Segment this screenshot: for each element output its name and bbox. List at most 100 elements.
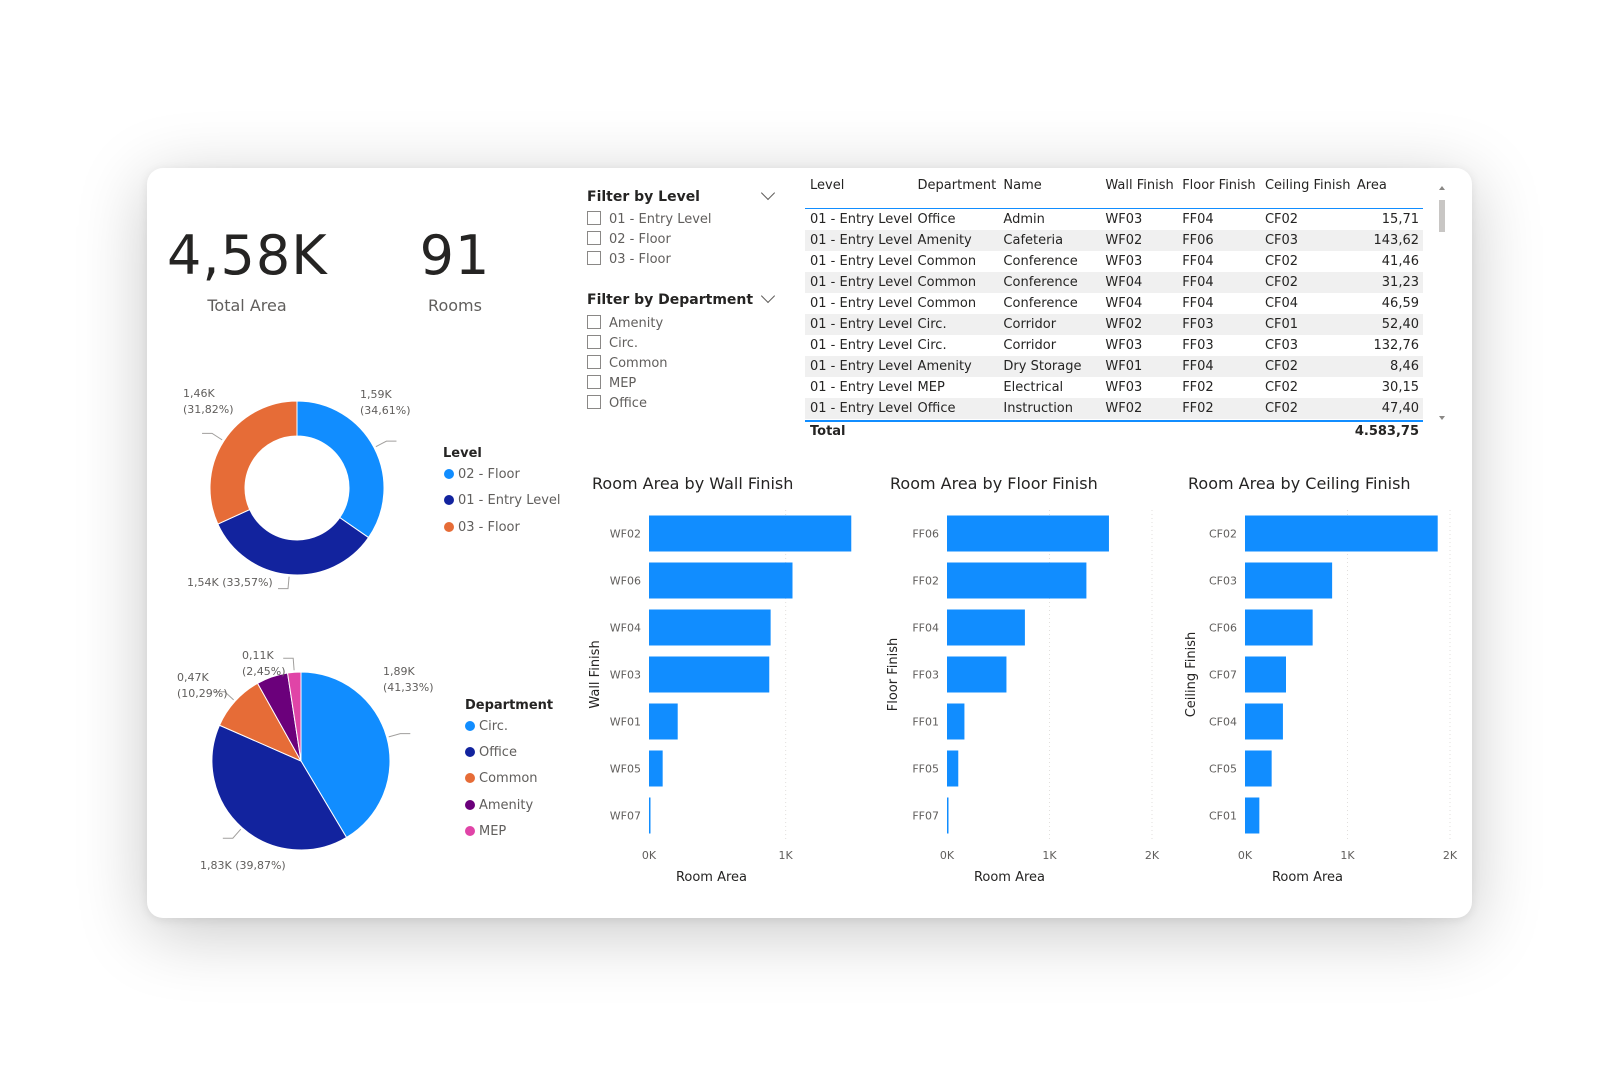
table-scrollbar[interactable]	[1437, 178, 1447, 430]
department-option[interactable]: MEP	[587, 375, 636, 393]
ceiling-finish-bar-chart[interactable]: 0K 1K 2K CF02 CF03 CF06 CF07 CF04 CF05 CF01 Room A…	[1183, 498, 1468, 908]
leader-line	[202, 432, 223, 441]
legend-item[interactable]: Office	[465, 745, 517, 760]
table-row[interactable]: 01 - Entry Level Circ. Corridor WF02 FF03 CF0…	[805, 314, 1423, 335]
bar	[1245, 750, 1272, 787]
column-header[interactable]: Floor Finish	[1182, 178, 1256, 193]
legend-item[interactable]: 03 - Floor	[444, 520, 520, 535]
x-axis-title: Room Area	[676, 870, 747, 885]
department-option[interactable]: Circ.	[587, 335, 638, 353]
leader-line	[375, 440, 397, 448]
wall-finish-chart-title: Room Area by Wall Finish	[592, 474, 794, 493]
column-header[interactable]: Name	[1003, 178, 1042, 193]
legend-marker	[465, 721, 475, 731]
department-option[interactable]: Amenity	[587, 315, 663, 333]
y-axis-title: Floor Finish	[886, 638, 901, 711]
checkbox[interactable]	[587, 375, 601, 389]
y-tick-label: FF06	[912, 528, 939, 541]
x-tick-label: 0K	[1238, 849, 1253, 862]
y-tick-label: CF02	[1209, 528, 1237, 541]
legend-marker	[465, 826, 475, 836]
bar	[1245, 515, 1438, 552]
legend-item[interactable]: Circ.	[465, 719, 508, 734]
scroll-up-arrow-icon	[1439, 186, 1445, 190]
pie-slice	[217, 508, 370, 576]
legend-item[interactable]: 01 - Entry Level	[444, 493, 561, 508]
leader-line	[278, 576, 290, 590]
table-row[interactable]: 01 - Entry Level Amenity Cafeteria WF02 FF06…	[805, 230, 1423, 251]
column-header[interactable]: Ceiling Finish	[1264, 178, 1351, 193]
bar	[1245, 562, 1333, 599]
table-row[interactable]: 01 - Entry Level Common Conference WF03 FF04…	[810, 254, 1419, 269]
y-axis-title: Wall Finish	[588, 640, 603, 708]
bar	[649, 656, 770, 693]
legend-item[interactable]: Common	[465, 771, 538, 786]
data-label: (41,33%)	[383, 681, 434, 694]
checkbox[interactable]	[587, 211, 601, 225]
department-option[interactable]: Office	[587, 395, 647, 413]
table-total-label: Total	[810, 424, 846, 439]
legend-item[interactable]: MEP	[465, 824, 506, 839]
checkbox[interactable]	[587, 231, 601, 245]
y-tick-label: WF01	[610, 716, 641, 729]
scrollbar-track	[1439, 186, 1445, 420]
bar	[649, 515, 852, 552]
y-tick-label: FF04	[912, 622, 939, 635]
level-option[interactable]: 02 - Floor	[587, 231, 671, 249]
y-axis-title: Ceiling Finish	[1184, 632, 1199, 718]
checkbox[interactable]	[587, 251, 601, 265]
legend-item[interactable]: Amenity	[465, 798, 533, 813]
table-row[interactable]: 01 - Entry Level Common Conference WF04 FF04…	[805, 272, 1423, 293]
bar	[947, 515, 1109, 552]
leader-line	[214, 691, 234, 701]
department-pie-chart[interactable]: 1,89K (41,33%) 1,83K (39,87%) 0,47K (10,29%)…	[147, 646, 447, 886]
level-donut-chart[interactable]: 1,59K (34,61%) 1,54K (33,57%) 1,46K (31,82%)	[147, 373, 437, 613]
chevron-down-icon[interactable]	[760, 288, 776, 304]
data-label: 0,11K	[242, 649, 274, 662]
pie-slice	[296, 400, 385, 539]
leader-line	[388, 733, 411, 738]
checkbox[interactable]	[587, 315, 601, 329]
level-option[interactable]: 01 - Entry Level	[587, 211, 712, 229]
x-tick-label: 1K	[1042, 849, 1057, 862]
rooms-value: 91	[419, 224, 491, 287]
table-total-divider	[805, 420, 1423, 422]
legend-item[interactable]: 02 - Floor	[444, 467, 520, 482]
bar	[1245, 656, 1286, 693]
y-tick-label: FF01	[912, 716, 939, 729]
checkbox[interactable]	[587, 335, 601, 349]
y-tick-label: FF03	[912, 669, 939, 682]
data-label: (34,61%)	[360, 404, 411, 417]
column-header[interactable]: Wall Finish	[1105, 178, 1174, 193]
bar	[649, 797, 651, 834]
level-option[interactable]: 03 - Floor	[587, 251, 671, 269]
data-label: 1,59K	[360, 388, 392, 401]
x-tick-label: 1K	[1340, 849, 1355, 862]
table-row[interactable]: 01 - Entry Level Office Instruction WF02 FF0…	[805, 398, 1423, 419]
column-header[interactable]: Area	[1356, 178, 1387, 193]
column-header[interactable]: Level	[810, 178, 845, 193]
chevron-down-icon[interactable]	[760, 185, 776, 201]
department-option[interactable]: Common	[587, 355, 668, 373]
column-header[interactable]: Department	[917, 178, 997, 193]
bar	[649, 562, 793, 599]
floor-finish-bar-chart[interactable]: 0K 1K 2K FF06 FF02 FF04 FF03 FF01 FF05 FF07 Room A…	[885, 498, 1170, 908]
bar	[947, 562, 1087, 599]
level-legend-title: Level	[443, 446, 482, 461]
table-row[interactable]: 01 - Entry Level Amenity Dry Storage WF01 FF…	[805, 356, 1423, 377]
checkbox[interactable]	[587, 355, 601, 369]
table-row[interactable]: 01 - Entry Level MEP Electrical WF03 FF02 CF0…	[810, 380, 1419, 395]
leader-line	[283, 657, 295, 671]
bar	[947, 609, 1025, 646]
table-row[interactable]: 01 - Entry Level Office Admin WF03 FF04 CF02 1…	[810, 212, 1419, 227]
y-tick-label: WF03	[610, 669, 641, 682]
table-row[interactable]: 01 - Entry Level Circ. Corridor WF03 FF03 CF0…	[810, 338, 1419, 353]
scroll-down-arrow-icon	[1439, 416, 1445, 420]
wall-finish-bar-chart[interactable]: 0K 1K WF02 WF06 WF04 WF03 WF01 WF05 WF07 Room Are…	[587, 498, 872, 908]
checkbox[interactable]	[587, 395, 601, 409]
x-axis-title: Room Area	[1272, 870, 1343, 885]
y-tick-label: CF05	[1209, 763, 1237, 776]
table-row[interactable]: 01 - Entry Level Common Conference WF04 FF04…	[810, 296, 1419, 311]
pie-slice	[300, 671, 391, 839]
bar	[649, 609, 771, 646]
